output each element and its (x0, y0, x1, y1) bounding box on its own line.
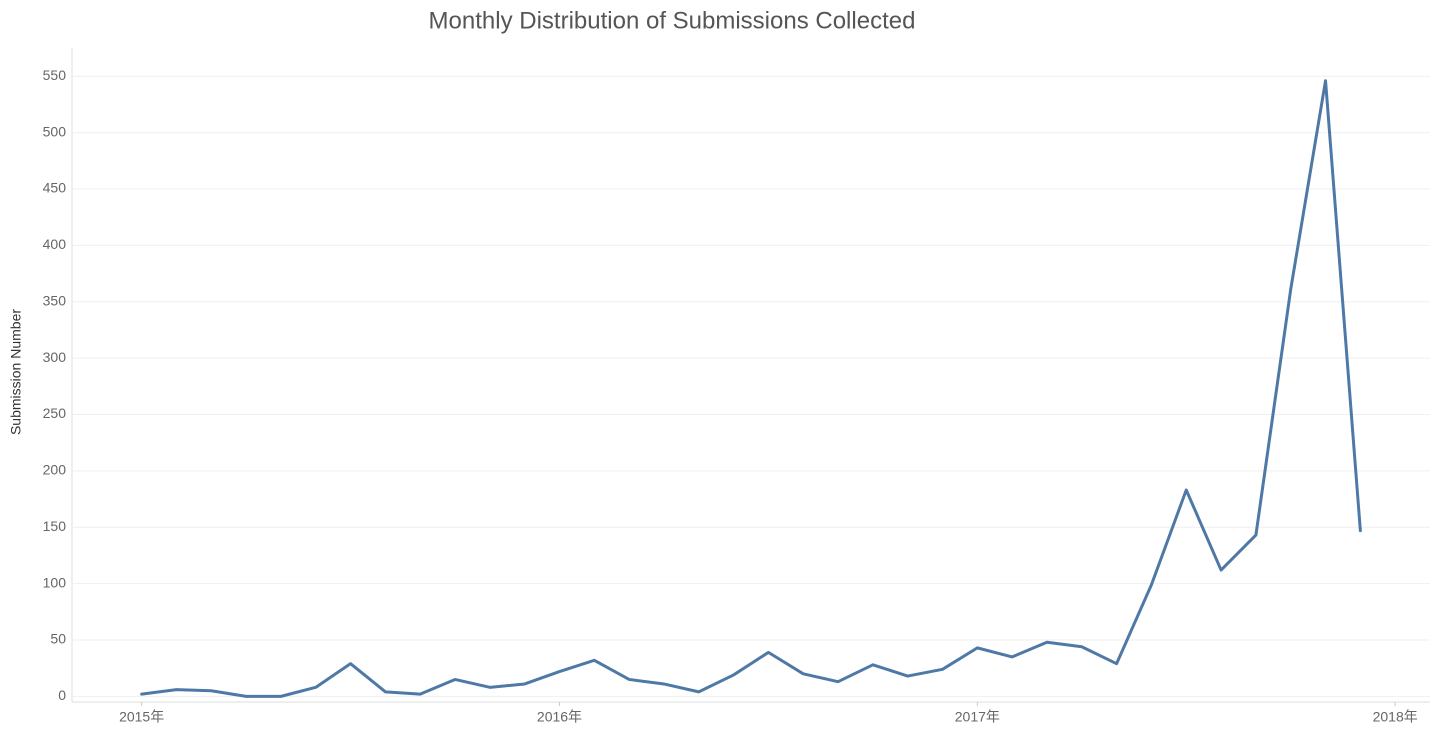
y-tick-label: 500 (43, 123, 67, 139)
y-tick-label: 300 (43, 349, 67, 365)
x-tick-label: 2016年 (537, 709, 582, 725)
y-axis-title: Submission Number (8, 309, 24, 435)
y-tick-label: 250 (43, 405, 67, 421)
y-tick-label: 200 (43, 462, 67, 478)
y-tick-label: 400 (43, 236, 67, 252)
y-tick-label: 0 (58, 687, 66, 703)
y-tick-label: 450 (43, 180, 67, 196)
chart-title: Monthly Distribution of Submissions Coll… (429, 7, 916, 34)
x-tick-label: 2015年 (119, 709, 164, 725)
y-tick-label: 550 (43, 67, 67, 83)
x-tick-label: 2017年 (955, 709, 1000, 725)
y-tick-label: 100 (43, 574, 67, 590)
y-tick-label: 150 (43, 518, 67, 534)
data-line (140, 79, 1362, 698)
y-tick-label: 50 (50, 631, 66, 647)
x-tick-label: 2018年 (1373, 709, 1418, 725)
y-tick-label: 350 (43, 292, 67, 308)
